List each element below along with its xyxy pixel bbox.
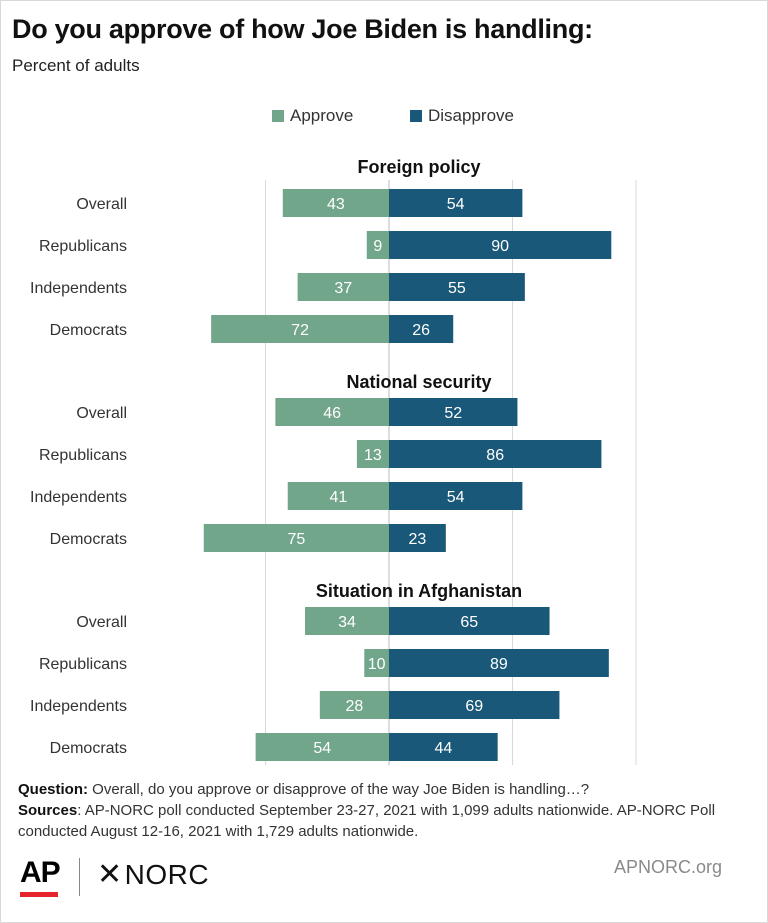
ap-logo-bar xyxy=(20,892,58,897)
bar-disapprove xyxy=(389,482,523,510)
bar-approve xyxy=(319,691,389,719)
data-label-approve: 46 xyxy=(323,405,341,422)
site-url: APNORC.org xyxy=(613,857,722,877)
bar-approve xyxy=(356,440,389,468)
bar-approve xyxy=(282,189,389,217)
bar-approve xyxy=(255,733,389,761)
data-label-disapprove: 89 xyxy=(490,656,508,673)
data-label-disapprove: 69 xyxy=(465,698,483,715)
norc-star-icon: ✕ xyxy=(97,858,123,891)
data-label-disapprove: 26 xyxy=(412,322,430,339)
data-label-disapprove: 23 xyxy=(409,531,427,548)
data-label-approve: 54 xyxy=(313,740,331,757)
bar-disapprove xyxy=(389,398,518,426)
data-label-disapprove: 54 xyxy=(447,489,465,506)
category-label: Republicans xyxy=(39,447,127,464)
category-label: Democrats xyxy=(50,322,127,339)
category-label: Independents xyxy=(30,698,127,715)
bar-disapprove xyxy=(389,524,446,552)
norc-logo-text: NORC xyxy=(124,858,210,890)
category-label: Overall xyxy=(76,405,127,422)
logo-separator xyxy=(79,858,80,896)
data-label-disapprove: 65 xyxy=(460,614,478,631)
category-label: Overall xyxy=(76,614,127,631)
group-title: National security xyxy=(346,372,491,392)
sources-text: : AP-NORC poll conducted September 23-27… xyxy=(18,802,716,840)
legend-label-approve: Approve xyxy=(290,106,354,125)
data-label-approve: 37 xyxy=(334,280,352,297)
legend-item-approve: Approve xyxy=(272,106,353,126)
bar-approve xyxy=(275,398,389,426)
bar-disapprove xyxy=(389,231,612,259)
bar-disapprove xyxy=(389,649,609,677)
data-label-approve: 34 xyxy=(338,614,356,631)
data-label-disapprove: 44 xyxy=(434,740,452,757)
bar-approve xyxy=(297,273,389,301)
bar-approve xyxy=(203,524,389,552)
bar-disapprove xyxy=(389,691,560,719)
question-text: Overall, do you approve or disapprove of… xyxy=(88,781,590,798)
data-label-disapprove: 86 xyxy=(486,447,504,464)
bar-disapprove xyxy=(389,273,525,301)
category-label: Republicans xyxy=(39,656,127,673)
group-title: Foreign policy xyxy=(357,157,480,177)
data-label-disapprove: 52 xyxy=(444,405,462,422)
legend-item-disapprove: Disapprove xyxy=(410,106,514,126)
sources-note: Sources: AP-NORC poll conducted Septembe… xyxy=(18,800,758,842)
data-label-disapprove: 54 xyxy=(447,196,465,213)
chart-subtitle: Percent of adults xyxy=(12,56,140,75)
bar-approve xyxy=(364,649,389,677)
bar-approve xyxy=(366,231,389,259)
question-label: Question: xyxy=(18,781,88,798)
data-label-approve: 43 xyxy=(327,196,345,213)
category-label: Republicans xyxy=(39,238,127,255)
bar-disapprove xyxy=(389,189,523,217)
data-label-approve: 28 xyxy=(346,698,364,715)
bar-approve xyxy=(211,315,389,343)
bar-disapprove xyxy=(389,315,454,343)
category-label: Democrats xyxy=(50,740,127,757)
data-label-disapprove: 90 xyxy=(491,238,509,255)
legend-swatch-disapprove xyxy=(410,110,422,122)
data-label-approve: 9 xyxy=(373,238,382,255)
data-label-approve: 75 xyxy=(287,531,305,548)
group-title: Situation in Afghanistan xyxy=(316,581,522,601)
legend-swatch-approve xyxy=(272,110,284,122)
category-label: Democrats xyxy=(50,531,127,548)
legend: Approve Disapprove xyxy=(0,106,768,128)
sources-label: Sources xyxy=(18,802,78,819)
diverging-bar-chart: Foreign policy Overall 43 54 Republicans 9 90 I… xyxy=(30,157,637,765)
category-label: Independents xyxy=(30,489,127,506)
legend-label-disapprove: Disapprove xyxy=(428,106,514,125)
data-label-disapprove: 55 xyxy=(448,280,466,297)
data-label-approve: 10 xyxy=(368,656,386,673)
data-label-approve: 72 xyxy=(291,322,309,339)
footer-notes: Question: Overall, do you approve or dis… xyxy=(18,779,758,842)
bar-approve xyxy=(287,482,389,510)
bar-disapprove xyxy=(389,440,602,468)
category-label: Overall xyxy=(76,196,127,213)
chart-title: Do you approve of how Joe Biden is handl… xyxy=(12,14,593,44)
category-label: Independents xyxy=(30,280,127,297)
norc-logo: ✕ NORC xyxy=(97,857,209,892)
data-label-approve: 13 xyxy=(364,447,382,464)
data-label-approve: 41 xyxy=(329,489,347,506)
bar-approve xyxy=(305,607,389,635)
bar-disapprove xyxy=(389,733,498,761)
question-note: Question: Overall, do you approve or dis… xyxy=(18,779,758,800)
ap-logo: AP xyxy=(20,856,61,889)
bar-disapprove xyxy=(389,607,550,635)
